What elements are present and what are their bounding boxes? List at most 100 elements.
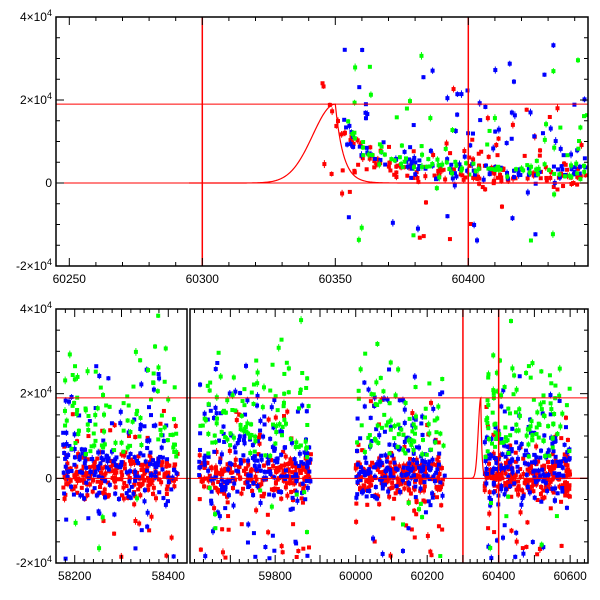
bottom-point-red-214	[253, 473, 258, 480]
bottom-point-green-121	[379, 425, 384, 430]
top-point-red-11	[431, 151, 436, 159]
bottom-point-blue-496	[202, 462, 207, 468]
bottom-point-green-182	[502, 384, 507, 390]
bottom-point-green-2	[427, 429, 432, 438]
bottom-point-blue-481	[112, 511, 117, 518]
top-point-blue-26	[357, 144, 362, 149]
bottom-point-blue-691	[245, 540, 250, 545]
bottom-point-blue-204	[542, 433, 547, 438]
bottom-point-blue-382	[523, 448, 528, 453]
bottom-point-red-157	[563, 415, 568, 421]
bottom-point-blue-416	[550, 486, 555, 492]
top-point-green-41	[492, 114, 497, 122]
bottom-point-blue-407	[560, 489, 565, 494]
bottom-point-green-15	[69, 446, 74, 451]
top-point-red-52	[451, 85, 456, 93]
bottom-point-blue-662	[420, 456, 425, 465]
bottom-point-green-251	[254, 358, 259, 363]
top-point-blue-83	[416, 166, 421, 172]
top-point-blue-111	[512, 111, 517, 120]
bottom-point-green-43	[395, 444, 400, 450]
bottom-point-blue-90	[72, 462, 77, 467]
bottom-point-red-808	[508, 479, 513, 484]
top-point-blue-31	[459, 90, 464, 98]
top-point-green-75	[584, 113, 588, 118]
bottom-point-green-267	[392, 422, 397, 430]
bottom-point-red-493	[283, 452, 288, 461]
bottom-point-blue-679	[304, 408, 309, 414]
top-point-red-10	[386, 144, 391, 149]
top-y-tick-label-0: -2×104	[16, 257, 52, 273]
bottom-point-blue-305	[386, 487, 391, 496]
bottom-point-green-166	[548, 401, 553, 406]
bottom-point-red-815	[161, 408, 166, 413]
bottom-point-blue-696	[148, 460, 153, 468]
bottom-point-green-341	[432, 418, 437, 423]
top-point-red-162	[544, 177, 549, 184]
top-point-red-51	[510, 121, 515, 129]
top-point-blue-97	[577, 171, 582, 176]
bottom-point-red-813	[409, 527, 414, 532]
bottom-point-blue-487	[525, 483, 530, 491]
bottom-point-blue-497	[560, 465, 565, 471]
bottom-point-green-271	[375, 422, 380, 429]
bottom-point-green-25	[172, 449, 177, 454]
top-point-red-42	[548, 174, 553, 182]
bottom-point-blue-239	[502, 491, 507, 498]
bottom-point-green-397	[218, 373, 223, 381]
bottom-point-blue-84	[268, 436, 273, 442]
bottom-point-blue-169	[565, 448, 570, 456]
bottom-point-blue-446	[395, 467, 400, 473]
bottom-point-green-185	[511, 392, 516, 397]
bottom-point-blue-139	[380, 482, 385, 487]
top-point-blue-1	[383, 162, 388, 167]
bottom-point-red-525	[303, 474, 308, 480]
bottom-point-blue-561	[272, 448, 277, 453]
bottom-point-red-832	[548, 506, 553, 511]
bottom-point-green-224	[373, 437, 378, 444]
bottom-point-blue-592	[400, 476, 405, 483]
bottom-point-red-226	[294, 554, 299, 559]
bottom-point-red-125	[412, 535, 417, 540]
bottom-point-blue-623	[306, 460, 311, 465]
bottom-point-blue-538	[109, 447, 114, 456]
bottom-point-blue-473	[198, 464, 203, 469]
bottom-point-green-307	[438, 554, 443, 559]
bottom-point-green-309	[151, 371, 156, 376]
bottom-point-blue-274	[80, 451, 85, 456]
top-point-green-37	[397, 155, 402, 160]
bottom-point-blue-163	[512, 481, 517, 486]
top-point-blue-38	[347, 122, 352, 130]
top-point-green-2	[450, 127, 455, 134]
bottom-point-red-284	[98, 485, 103, 490]
bottom-point-blue-140	[103, 494, 108, 501]
bottom-point-blue-445	[377, 431, 382, 440]
top-point-blue-30	[465, 167, 470, 175]
top-point-red-163	[461, 177, 466, 183]
bottom-point-red-341	[301, 546, 306, 551]
bottom-point-red-210	[513, 450, 518, 455]
bottom-point-blue-125	[141, 453, 146, 458]
bottom-point-red-488	[563, 493, 568, 498]
top-point-blue-48	[378, 157, 383, 162]
bottom-point-green-325	[516, 427, 521, 434]
bottom-point-red-865	[434, 462, 439, 468]
bottom-point-green-175	[260, 403, 265, 411]
bottom-point-green-227	[506, 494, 511, 500]
bottom-point-green-38	[508, 318, 513, 324]
bottom-point-blue-114	[145, 445, 150, 451]
bottom-point-green-278	[486, 426, 491, 431]
bottom-point-blue-552	[72, 445, 77, 453]
bottom-point-blue-610	[489, 435, 494, 443]
bottom-point-red-522	[296, 548, 301, 554]
top-point-blue-23	[510, 215, 515, 221]
top-point-green-12	[487, 128, 492, 133]
bottom-point-red-828	[64, 481, 69, 487]
top-point-red-85	[339, 130, 344, 138]
bottom-point-green-303	[200, 423, 205, 428]
bottom-point-red-551	[226, 514, 231, 519]
bottom-point-red-464	[364, 479, 369, 484]
bottom-point-blue-530	[212, 449, 217, 454]
bottom-point-red-239	[142, 462, 147, 467]
bottom-point-red-375	[513, 459, 518, 464]
